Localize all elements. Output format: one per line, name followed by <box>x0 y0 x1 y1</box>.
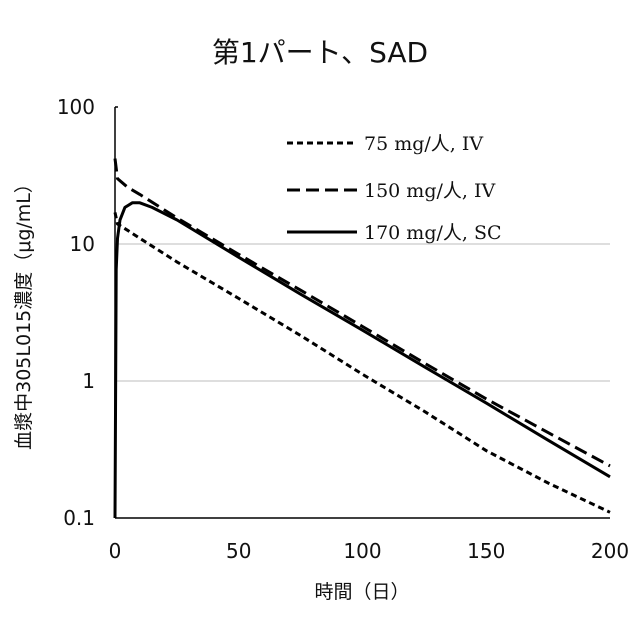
x-tick-label: 50 <box>226 539 251 563</box>
series-line-3 <box>113 201 611 519</box>
series-line-1 <box>113 212 611 514</box>
y-tick-labels: 0.1 1 10 100 <box>57 95 95 530</box>
y-tick-label: 0.1 <box>63 506 95 530</box>
x-tick-label: 100 <box>343 539 381 563</box>
gridlines <box>115 243 610 382</box>
legend-label-3: 170 mg/人, SC <box>364 222 502 244</box>
series-line-2 <box>113 158 611 468</box>
chart-title: 第1パート、SAD <box>212 36 428 69</box>
legend-label-2: 150 mg/人, IV <box>364 180 495 202</box>
x-axis-label: 時間（日） <box>314 581 409 603</box>
x-tick-label: 0 <box>109 539 122 563</box>
y-tick-label: 10 <box>70 232 95 256</box>
y-axis-label: 血漿中305L015濃度（μg/mL） <box>13 174 35 450</box>
y-tick-label: 100 <box>57 95 95 119</box>
x-tick-labels: 0 50 100 150 200 <box>109 539 629 563</box>
x-tick-label: 150 <box>467 539 505 563</box>
y-tick-label: 1 <box>82 369 95 393</box>
legend: 75 mg/人, IV 150 mg/人, IV 170 mg/人, SC <box>287 133 502 244</box>
legend-label-1: 75 mg/人, IV <box>364 133 483 155</box>
series-lines <box>113 158 611 519</box>
x-tick-label: 200 <box>591 539 629 563</box>
